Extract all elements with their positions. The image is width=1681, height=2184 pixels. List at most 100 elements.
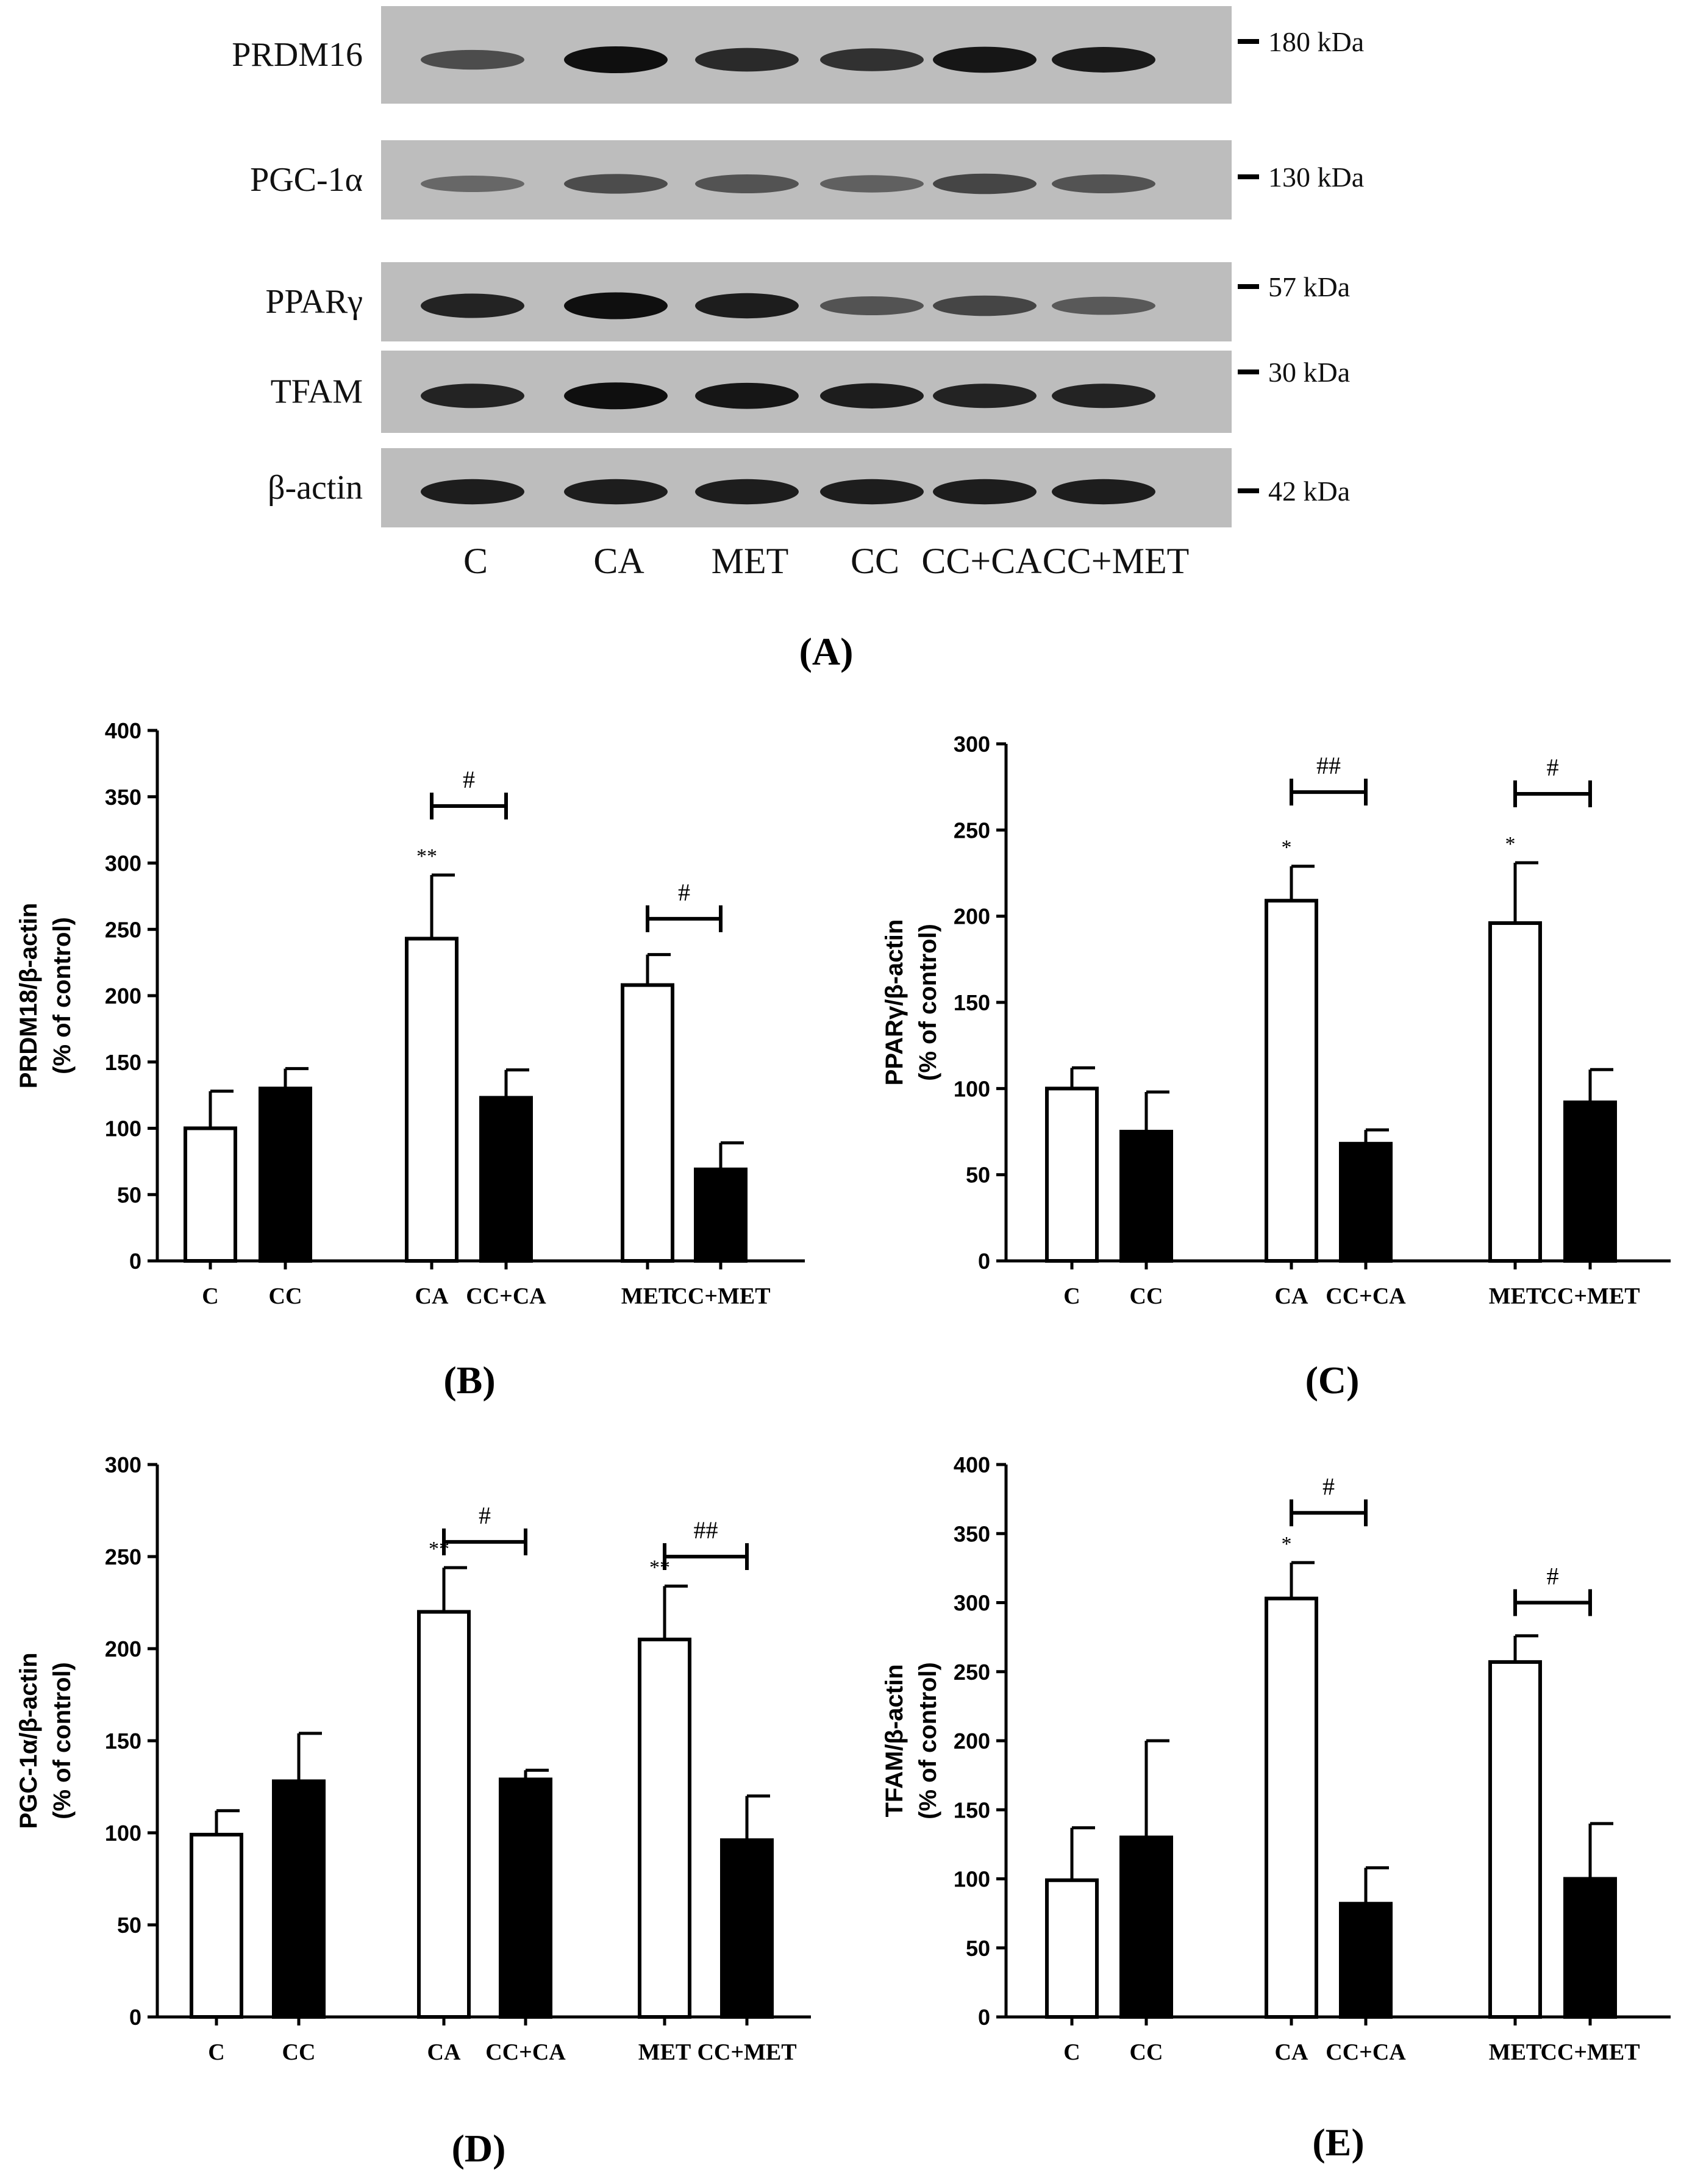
- bar-CC+MET: [694, 1167, 748, 1263]
- significance-star: *: [1282, 1533, 1292, 1555]
- category-label: CC: [1130, 1283, 1163, 1309]
- blot-band: [933, 479, 1037, 505]
- lane-label: CC: [851, 541, 899, 581]
- blot-band: [1052, 479, 1155, 505]
- bar-CC+MET: [720, 1838, 774, 2019]
- bar-C: [184, 1126, 237, 1263]
- blot-band: [695, 293, 799, 319]
- bar-CC: [1119, 1835, 1173, 2019]
- category-label: CC+CA: [466, 1283, 546, 1309]
- significance-star: **: [416, 845, 437, 868]
- category-label: C: [1063, 1283, 1080, 1309]
- panel-label-c: (C): [1305, 1358, 1360, 1402]
- comparison-mark: #: [1322, 1472, 1335, 1500]
- y-tick-label: 300: [954, 1591, 990, 1616]
- y-tick-label: 100: [105, 1116, 141, 1141]
- blot-protein-label: PGC-1α: [250, 161, 363, 199]
- category-label: MET: [621, 1283, 674, 1309]
- y-tick-label: 200: [954, 1729, 990, 1754]
- blot-protein-label: PPARγ: [265, 283, 363, 321]
- blot-band: [695, 174, 799, 193]
- y-axis-label-units: (% of control): [49, 917, 76, 1074]
- category-label: C: [202, 1283, 218, 1309]
- bar-CA: [1265, 899, 1318, 1263]
- marker-label: 42 kDa: [1268, 476, 1350, 507]
- category-label: CC+CA: [485, 2039, 566, 2065]
- blot-band: [421, 175, 524, 193]
- blot-band: [695, 382, 799, 409]
- blot-band: [564, 174, 668, 194]
- blot-band: [1052, 174, 1155, 193]
- blot-band: [933, 295, 1037, 316]
- bar-C: [190, 1833, 243, 2019]
- lane-label: CA: [593, 541, 644, 581]
- category-label: CC: [1130, 2039, 1163, 2065]
- blot-band: [1052, 47, 1155, 73]
- bar-MET: [638, 1637, 691, 2019]
- blot-band: [421, 479, 524, 505]
- blot-band: [421, 293, 524, 318]
- category-label: CC+CA: [1326, 2039, 1406, 2065]
- bar-MET: [1488, 921, 1542, 1263]
- marker-label: 180 kDa: [1268, 26, 1364, 57]
- y-tick-label: 400: [954, 1452, 990, 1477]
- bar-CC+CA: [479, 1096, 533, 1263]
- y-tick-label: 300: [105, 1452, 141, 1477]
- blot-band: [933, 384, 1037, 409]
- comparison-mark: #: [1547, 1563, 1559, 1590]
- blot-row-4: β-actin 42 kDa: [268, 448, 1350, 527]
- panel-label-e: (E): [1312, 2121, 1364, 2164]
- bar-CA: [417, 1610, 471, 2019]
- blot-band: [933, 46, 1037, 73]
- blot-band: [820, 383, 924, 409]
- blot-row-3: TFAM 30 kDa: [271, 351, 1350, 433]
- y-tick-label: 300: [105, 851, 141, 876]
- category-label: CA: [427, 2039, 461, 2065]
- category-label: C: [1063, 2039, 1080, 2065]
- category-label: MET: [1489, 2039, 1542, 2065]
- blot-band: [564, 382, 668, 410]
- y-tick-label: 300: [954, 732, 990, 757]
- marker-label: 130 kDa: [1268, 162, 1364, 193]
- chart-panel-b: 0 50 100 150 200 250 300 350 400 PRDM18/β-actin (%…: [15, 718, 805, 1309]
- bar-CC+MET: [1563, 1877, 1617, 2019]
- comparison-mark: ##: [1316, 752, 1341, 779]
- y-tick-label: 250: [954, 1660, 990, 1685]
- y-axis-label-units: (% of control): [915, 1662, 941, 1819]
- bar-CA: [405, 937, 459, 1263]
- y-tick-label: 100: [105, 1821, 141, 1846]
- blot-band: [695, 479, 799, 505]
- y-tick-label: 50: [966, 1163, 990, 1188]
- blot-protein-label: PRDM16: [232, 36, 363, 74]
- y-tick-label: 250: [954, 818, 990, 843]
- blot-band: [820, 48, 924, 71]
- blot-band: [820, 296, 924, 315]
- blot-protein-label: TFAM: [271, 373, 363, 411]
- y-axis-label: PRDM18/β-actin: [15, 903, 42, 1088]
- y-tick-label: 400: [105, 718, 141, 743]
- blot-band: [564, 479, 668, 505]
- y-axis-label: PPARγ/β-actin: [881, 919, 908, 1086]
- blot-protein-label: β-actin: [268, 469, 363, 507]
- y-tick-label: 100: [954, 1867, 990, 1892]
- y-tick-label: 50: [117, 1913, 141, 1938]
- y-tick-label: 0: [129, 2005, 141, 2030]
- marker-label: 30 kDa: [1268, 357, 1350, 388]
- category-label: CC+CA: [1326, 1283, 1406, 1309]
- bar-CC+CA: [1339, 1141, 1393, 1263]
- panel-label-d: (D): [452, 2127, 506, 2170]
- category-label: CA: [415, 1283, 449, 1309]
- significance-star: *: [1282, 837, 1292, 859]
- lane-label: MET: [712, 541, 789, 581]
- blot-band: [564, 292, 668, 319]
- y-tick-label: 150: [954, 990, 990, 1015]
- y-tick-label: 50: [966, 1936, 990, 1961]
- western-blot-panel: PRDM16 180 kDa PGC-1α 130 kDa PPARγ 57 kDa TFA…: [232, 6, 1364, 673]
- y-tick-label: 0: [129, 1249, 141, 1274]
- blot-row-1: PGC-1α 130 kDa: [250, 140, 1364, 219]
- comparison-mark: ##: [694, 1516, 718, 1544]
- category-label: CA: [1275, 2039, 1308, 2065]
- comparison-mark: #: [1547, 754, 1559, 781]
- y-tick-label: 200: [954, 904, 990, 929]
- y-tick-label: 350: [105, 785, 141, 810]
